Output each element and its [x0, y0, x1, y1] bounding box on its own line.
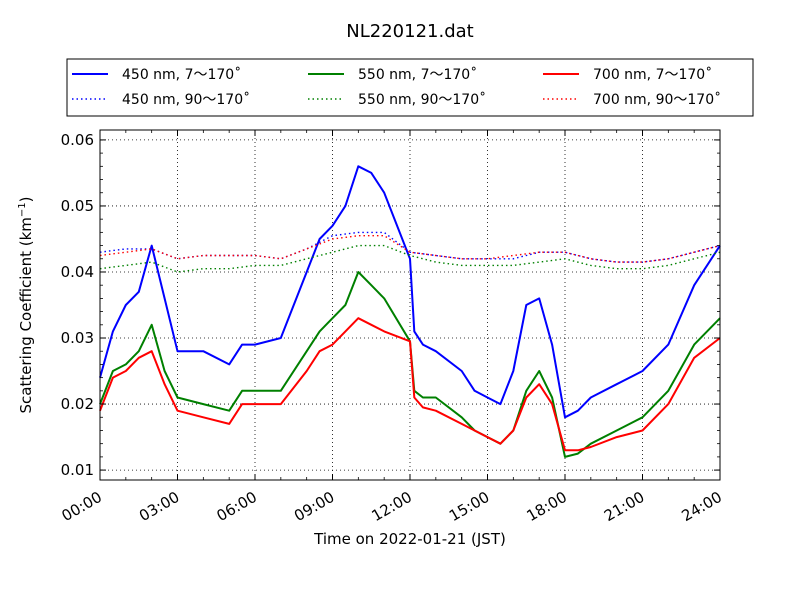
y-tick-label: 0.06: [61, 131, 94, 149]
grid: [100, 130, 720, 480]
chart-title: NL220121.dat: [346, 21, 473, 42]
y-tick-label: 0.05: [61, 197, 94, 215]
y-axis-label-main: Scattering Coefficient (km: [17, 217, 35, 413]
y-tick-label: 0.01: [61, 461, 94, 479]
legend-label-4: 550 nm, 90～170˚: [358, 91, 486, 108]
series-layer: [99, 165, 721, 458]
y-tick-label: 0.03: [61, 329, 94, 347]
legend-box: [66, 58, 754, 117]
y-tick-labels: 0.01 0.02 0.03 0.04 0.05 0.06: [61, 131, 94, 479]
legend: 450 nm, 7～170˚ 550 nm, 7～170˚ 700 nm, 7～17…: [66, 58, 754, 117]
y-tick-label: 0.04: [61, 263, 94, 281]
y-axis-label-sup: −1: [17, 202, 28, 217]
y-tick-label: 0.02: [61, 395, 94, 413]
y-axis-label: Scattering Coefficient (km−1): [17, 196, 35, 413]
legend-label-6: 700 nm, 90～170˚: [593, 91, 721, 108]
series-line-5: [99, 317, 721, 452]
x-axis-label: Time on 2022-01-21 (JST): [313, 530, 506, 548]
series-line-2: [99, 231, 721, 263]
ticks: [99, 130, 721, 480]
legend-label-2: 450 nm, 90～170˚: [122, 91, 250, 108]
legend-label-3: 550 nm, 7～170˚: [358, 66, 477, 83]
y-axis-label-tail: ): [17, 196, 35, 202]
legend-label-1: 450 nm, 7～170˚: [122, 66, 241, 83]
legend-label-5: 700 nm, 7～170˚: [593, 66, 712, 83]
series-line-1: [99, 165, 721, 419]
